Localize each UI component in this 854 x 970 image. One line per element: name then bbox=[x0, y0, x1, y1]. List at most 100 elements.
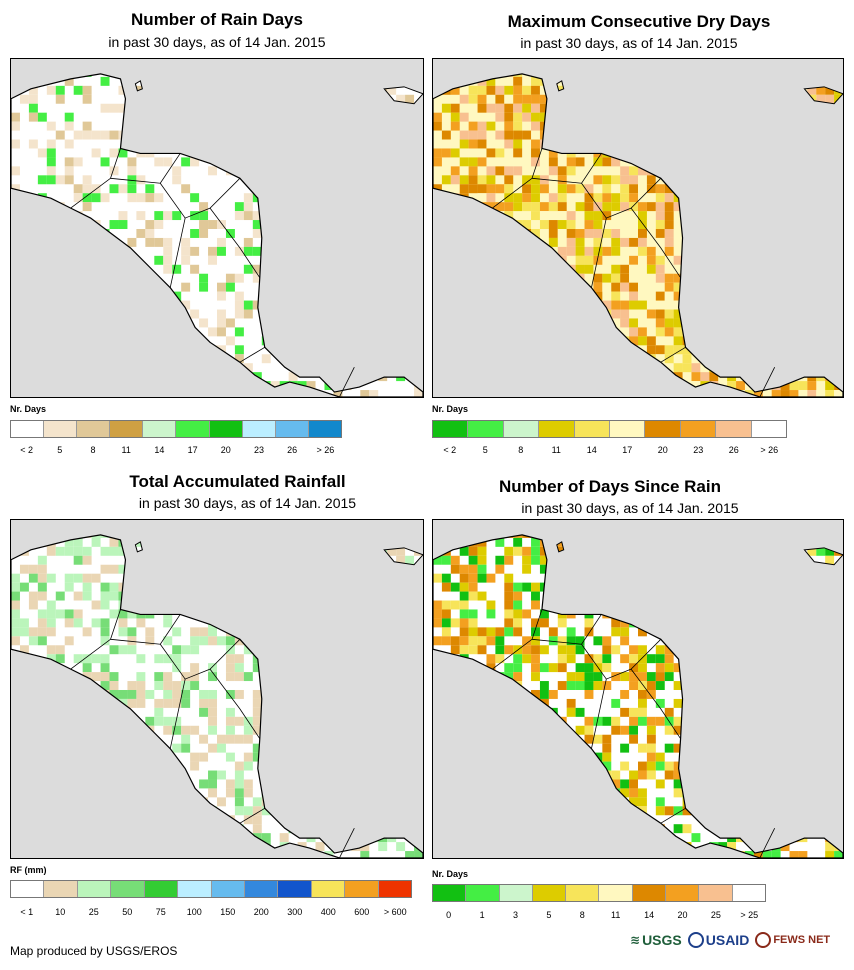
dry-days-map[interactable] bbox=[432, 58, 844, 398]
legend-tick-label: 20 bbox=[220, 445, 231, 455]
legend-tick-label: 150 bbox=[220, 907, 236, 917]
legend-swatch bbox=[275, 421, 309, 437]
island-outline bbox=[383, 547, 423, 566]
fews-net-seal-icon bbox=[755, 932, 772, 948]
legend-tick-label: 5 bbox=[482, 445, 488, 455]
legend-swatch bbox=[732, 885, 765, 901]
legend-tick-label: 17 bbox=[187, 445, 198, 455]
legend-tick-label: 600 bbox=[354, 907, 370, 917]
legend-swatch bbox=[211, 881, 245, 897]
country-border bbox=[433, 73, 843, 397]
country-border bbox=[339, 827, 355, 858]
legend-title: Nr. Days bbox=[432, 404, 469, 414]
country-border bbox=[660, 807, 686, 824]
island-outline bbox=[134, 80, 143, 92]
legend-ticks: < 2 5 8 11 14 17 20 23 26 > 26 bbox=[432, 445, 787, 457]
legend-swatch bbox=[143, 421, 177, 437]
legend-swatch bbox=[345, 881, 379, 897]
legend-tick-label: 3 bbox=[512, 910, 519, 920]
legend-ticks: < 1 10 25 50 75 100 150 200 300 400 600 > 600 bbox=[10, 907, 412, 919]
footer-credit: Map produced by USGS/EROS bbox=[10, 944, 178, 958]
legend-tick-label: 300 bbox=[287, 907, 303, 917]
legend-tick-label: 75 bbox=[155, 907, 166, 917]
country-border bbox=[630, 207, 681, 278]
days-since-rain-map[interactable] bbox=[432, 519, 844, 859]
country-border bbox=[11, 73, 423, 397]
legend-title: RF (mm) bbox=[10, 865, 47, 875]
legend-ticks: < 2 5 8 11 14 17 20 23 26 > 26 bbox=[10, 445, 342, 457]
legend-tick-label: 8 bbox=[579, 910, 585, 920]
legend-tick-label: 23 bbox=[693, 445, 704, 455]
panel-subtitle: in past 30 days, as of 14 Jan. 2015 bbox=[520, 35, 738, 51]
legend-tick-label: > 25 bbox=[740, 910, 759, 920]
country-border bbox=[339, 366, 355, 397]
legend-swatch bbox=[466, 885, 500, 901]
legend-swatch bbox=[77, 881, 112, 897]
legend-title: Nr. Days bbox=[10, 404, 47, 414]
legend-swatch bbox=[666, 885, 700, 901]
legend-tick-label: 11 bbox=[551, 445, 561, 455]
legend-tick-label: 0 bbox=[446, 910, 452, 920]
legend-tick-label: 50 bbox=[122, 907, 133, 917]
legend-swatch bbox=[308, 421, 341, 437]
legend-tick-label: 10 bbox=[55, 907, 66, 917]
map-canvas bbox=[433, 73, 843, 397]
panel-title: Maximum Consecutive Dry Days bbox=[507, 12, 771, 31]
legend-tick-label: 11 bbox=[611, 910, 621, 920]
legend-swatch bbox=[110, 421, 144, 437]
country-border bbox=[591, 217, 607, 288]
legend-swatch bbox=[378, 881, 412, 897]
country-border bbox=[169, 678, 186, 749]
panel-subtitle: in past 30 days, as of 14 Jan. 2015 bbox=[108, 34, 326, 50]
map-canvas bbox=[433, 534, 843, 858]
country-border bbox=[433, 534, 843, 858]
legend-tick-label: > 26 bbox=[760, 445, 779, 455]
country-border bbox=[239, 807, 265, 824]
country-border bbox=[759, 366, 776, 397]
legend-tick-label: 20 bbox=[657, 445, 668, 455]
legend-swatch bbox=[176, 421, 210, 437]
rainfall-map[interactable] bbox=[10, 519, 424, 859]
legend-swatch bbox=[532, 885, 567, 901]
country-border bbox=[159, 639, 241, 680]
legend-swatch bbox=[566, 885, 600, 901]
rain-days-map[interactable] bbox=[10, 58, 424, 398]
legend-swatch bbox=[680, 421, 717, 437]
legend-tick-label: < 1 bbox=[20, 907, 34, 917]
legend-tick-label: 14 bbox=[154, 445, 165, 455]
legend-swatch bbox=[178, 881, 212, 897]
country-border bbox=[492, 148, 543, 209]
legend-tick-label: < 2 bbox=[443, 445, 457, 455]
legend-tick-label: 1 bbox=[479, 910, 485, 920]
panel-subtitle: in past 30 days, as of 14 Jan. 2015 bbox=[138, 495, 357, 511]
legend-tick-label: 100 bbox=[186, 907, 202, 917]
country-border bbox=[70, 148, 121, 209]
legend-swatch bbox=[433, 885, 467, 901]
legend-swatch bbox=[242, 421, 276, 437]
country-border bbox=[581, 178, 662, 219]
legend-swatch bbox=[632, 885, 667, 901]
legend-swatch bbox=[599, 885, 633, 901]
panel-title: Number of Rain Days bbox=[131, 10, 303, 29]
island-outline bbox=[556, 80, 565, 92]
legend-tick-label: 20 bbox=[677, 910, 688, 920]
country-border bbox=[169, 217, 186, 288]
legend-tick-label: 400 bbox=[320, 907, 336, 917]
legend-swatch bbox=[77, 421, 111, 437]
map-canvas bbox=[11, 73, 423, 397]
legend-tick-label: 26 bbox=[287, 445, 298, 455]
panel-title: Number of Days Since Rain bbox=[498, 477, 721, 496]
legend-tick-label: 14 bbox=[586, 445, 597, 455]
legend-title: Nr. Days bbox=[432, 869, 469, 879]
usaid-logo: USAID bbox=[687, 932, 749, 948]
legend-swatch bbox=[716, 421, 752, 437]
legend-swatch bbox=[11, 421, 45, 437]
country-border bbox=[239, 346, 265, 363]
legend-swatch bbox=[278, 881, 312, 897]
country-border bbox=[660, 346, 686, 363]
legend-swatch bbox=[503, 421, 540, 437]
legend-swatch bbox=[311, 881, 346, 897]
legend-colorbar bbox=[10, 880, 412, 898]
legend-swatch bbox=[433, 421, 469, 437]
legend-tick-label: < 2 bbox=[20, 445, 33, 455]
